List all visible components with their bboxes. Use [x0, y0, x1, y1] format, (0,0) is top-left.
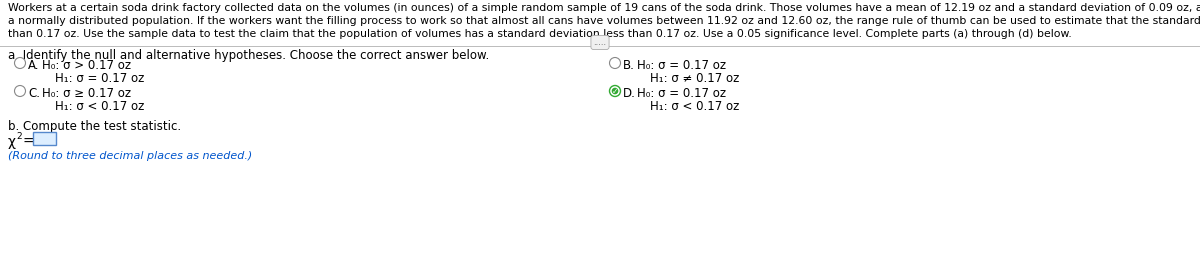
Circle shape: [610, 86, 620, 97]
Text: a. Identify the null and alternative hypotheses. Choose the correct answer below: a. Identify the null and alternative hyp…: [8, 49, 490, 62]
Text: (Round to three decimal places as needed.): (Round to three decimal places as needed…: [8, 151, 252, 161]
Text: H₀: σ ≥ 0.17 oz: H₀: σ ≥ 0.17 oz: [42, 87, 131, 100]
Text: H₀: σ > 0.17 oz: H₀: σ > 0.17 oz: [42, 59, 131, 72]
Text: =: =: [22, 135, 34, 149]
Text: C.: C.: [28, 87, 40, 100]
Text: than 0.17 oz. Use the sample data to test the claim that the population of volum: than 0.17 oz. Use the sample data to tes…: [8, 29, 1072, 39]
Text: H₁: σ < 0.17 oz: H₁: σ < 0.17 oz: [55, 100, 144, 113]
Text: H₁: σ < 0.17 oz: H₁: σ < 0.17 oz: [650, 100, 739, 113]
Text: H₁: σ ≠ 0.17 oz: H₁: σ ≠ 0.17 oz: [650, 72, 739, 85]
Circle shape: [612, 88, 618, 94]
Text: H₁: σ = 0.17 oz: H₁: σ = 0.17 oz: [55, 72, 144, 85]
Text: .....: .....: [594, 38, 606, 47]
Text: b. Compute the test statistic.: b. Compute the test statistic.: [8, 120, 181, 133]
Circle shape: [610, 57, 620, 68]
Text: a normally distributed population. If the workers want the filling process to wo: a normally distributed population. If th…: [8, 16, 1200, 26]
Text: A.: A.: [28, 59, 40, 72]
Text: B.: B.: [623, 59, 635, 72]
FancyBboxPatch shape: [32, 131, 55, 144]
Text: χ: χ: [8, 135, 16, 149]
Text: D.: D.: [623, 87, 636, 100]
Text: Workers at a certain soda drink factory collected data on the volumes (in ounces: Workers at a certain soda drink factory …: [8, 3, 1200, 13]
Text: H₀: σ = 0.17 oz: H₀: σ = 0.17 oz: [637, 59, 726, 72]
Text: ✓: ✓: [612, 87, 618, 95]
Text: H₀: σ = 0.17 oz: H₀: σ = 0.17 oz: [637, 87, 726, 100]
Circle shape: [14, 57, 25, 68]
Circle shape: [14, 86, 25, 97]
Text: 2: 2: [16, 132, 22, 141]
